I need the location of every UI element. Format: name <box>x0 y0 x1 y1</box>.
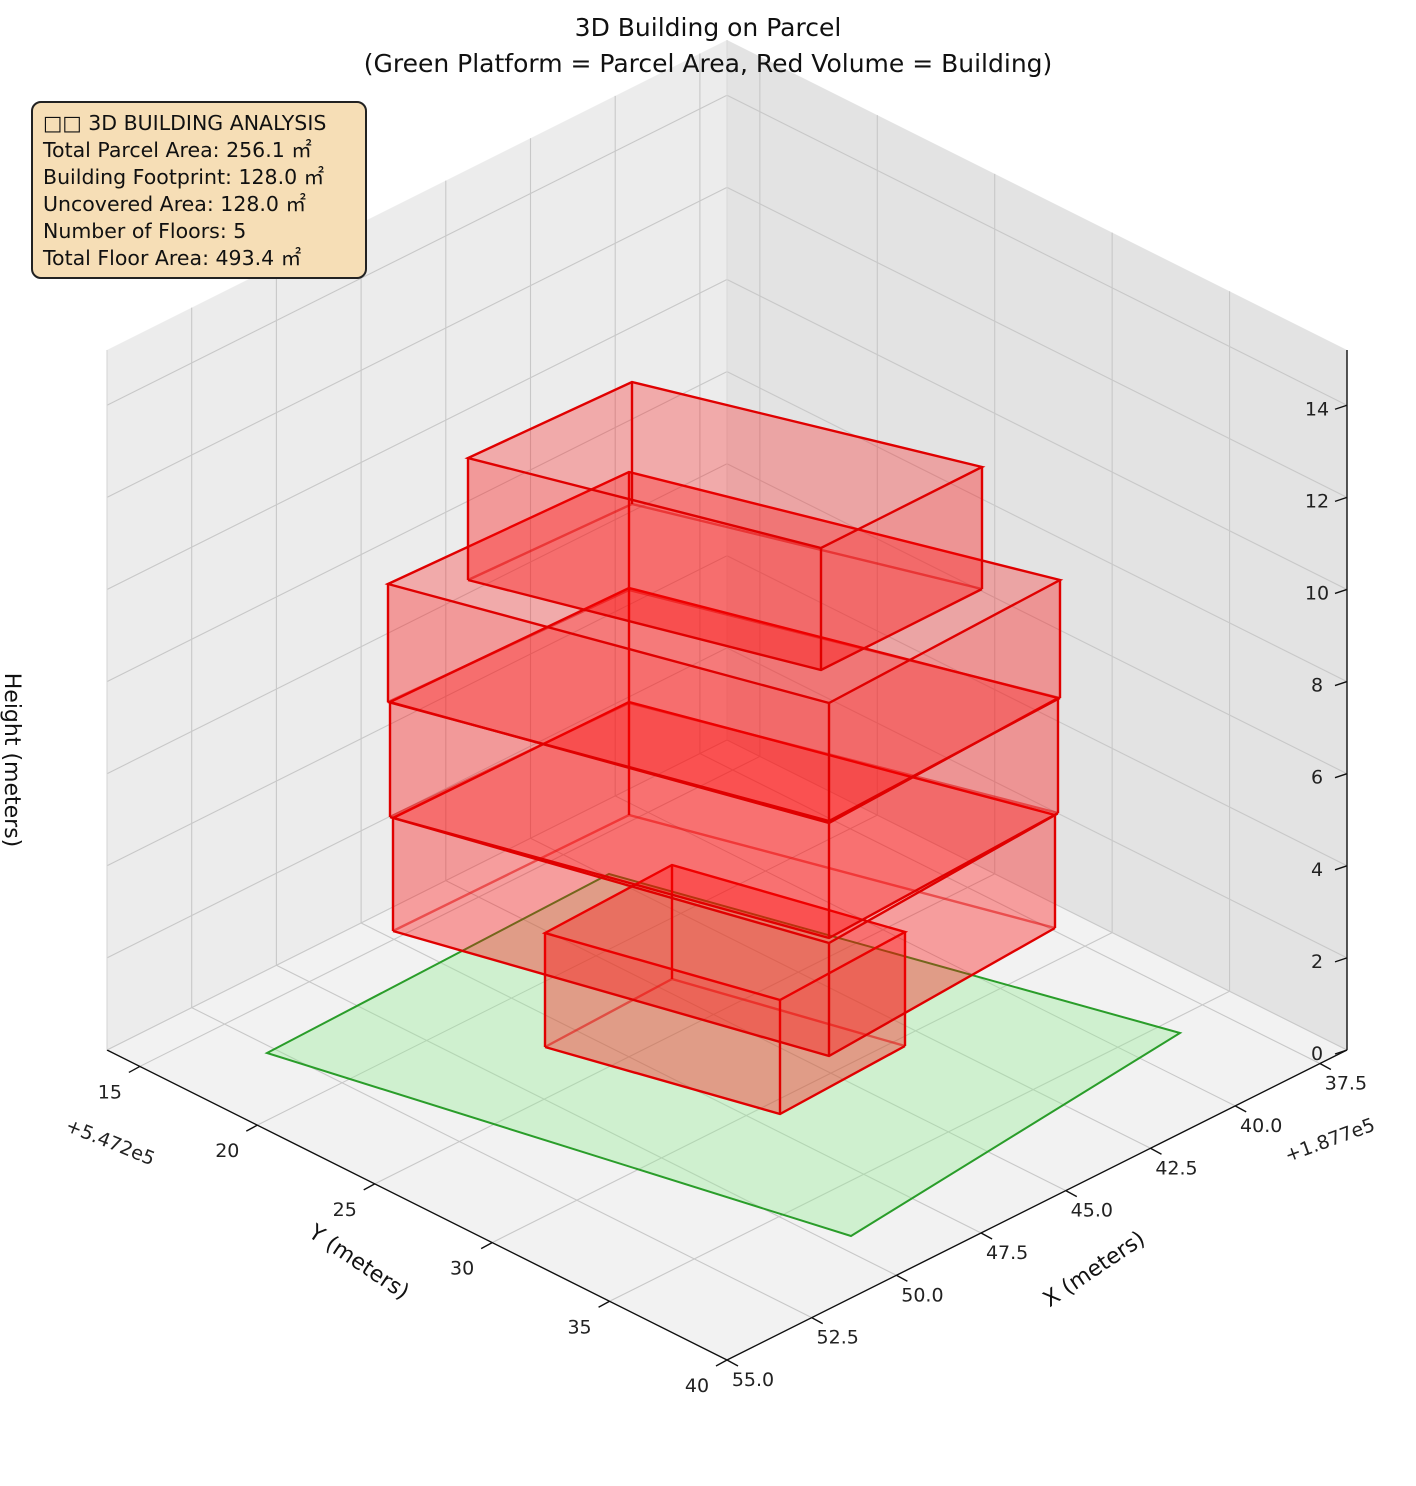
z-tick-label: 10 <box>1305 582 1329 604</box>
x-tick <box>1065 1189 1078 1198</box>
z-tick <box>1334 680 1348 687</box>
info-total-floor-area: Total Floor Area: 493.4 ㎡ <box>43 246 302 270</box>
floor-3-top-face <box>390 588 1058 823</box>
y-tick <box>480 1241 493 1250</box>
y-tick <box>245 1124 258 1132</box>
z-tick <box>1334 496 1348 503</box>
parcel-platform <box>264 872 1183 1238</box>
floor-3-left-face <box>390 702 829 938</box>
grid-x-floor <box>276 964 897 1276</box>
info-uncovered-area: Uncovered Area: 128.0 ㎡ <box>43 192 306 216</box>
floor-1-hidden-edge <box>544 977 906 1049</box>
parcel-layer <box>264 872 1183 1238</box>
x-tick-label: 45.0 <box>1071 1200 1113 1222</box>
y-tick-label: 40 <box>685 1375 709 1397</box>
back-left-pane <box>107 40 727 1050</box>
x-tick-label: 50.0 <box>901 1284 943 1306</box>
y-tick <box>363 1183 376 1191</box>
y-tick <box>128 1065 141 1074</box>
tick-labels: 37.540.042.545.047.550.052.555.015202530… <box>98 398 1367 1397</box>
z-axis-label: Height (meters) <box>0 673 24 848</box>
info-box: □□ 3D BUILDING ANALYSIS Total Parcel Are… <box>31 101 367 279</box>
z-tick-label: 8 <box>1311 675 1323 697</box>
grid-y-floor <box>491 932 1113 1244</box>
grid-y-floor <box>609 990 1230 1302</box>
chart-subtitle: (Green Platform = Parcel Area, Red Volum… <box>364 49 1053 78</box>
grid-x-floor <box>530 837 1151 1149</box>
z-tick <box>1334 957 1348 963</box>
x-tick <box>980 1232 993 1240</box>
y-axis-label: Y (meters) <box>303 1219 413 1305</box>
y-tick-label: 30 <box>450 1258 474 1280</box>
floor-4-right-face <box>829 580 1060 821</box>
x-tick <box>1234 1105 1247 1113</box>
axis-lines <box>106 40 1348 1361</box>
x-axis-line <box>106 1049 728 1361</box>
grid-x-floor <box>360 922 982 1234</box>
floor-4-top-face <box>388 472 1060 703</box>
z-tick-label: 14 <box>1305 398 1329 420</box>
grid-y-floor <box>374 873 995 1185</box>
x-tick-label: 37.5 <box>1325 1073 1367 1095</box>
z-tick <box>1334 773 1348 779</box>
info-parcel-area: Total Parcel Area: 256.1 ㎡ <box>43 138 312 162</box>
y-tick-label: 15 <box>98 1081 122 1103</box>
x-tick <box>811 1317 824 1325</box>
chart-title: 3D Building on Parcel <box>575 13 842 42</box>
floor-2-top-face <box>393 702 1055 943</box>
floor-5-left-face <box>468 458 821 670</box>
z-tick-label: 6 <box>1311 767 1323 789</box>
grid-x-floor <box>699 753 1321 1065</box>
building-layer <box>384 380 1064 1116</box>
grid-x-floor <box>614 795 1236 1107</box>
z-tick-label: 0 <box>1311 1043 1323 1065</box>
y-axis-line <box>726 1049 1348 1361</box>
floor-5-top-face <box>468 382 982 548</box>
x-tick <box>896 1274 908 1282</box>
y-offset-label: +5.472e5 <box>63 1115 158 1171</box>
z-tick <box>1334 1049 1348 1055</box>
info-building-footprint: Building Footprint: 128.0 ㎡ <box>43 165 325 189</box>
grid-lines <box>106 53 1348 1361</box>
tick-marks <box>128 404 1348 1367</box>
floor-5-hidden-edge <box>467 502 983 591</box>
x-tick-label: 52.5 <box>817 1327 859 1349</box>
grid-y-floor <box>139 755 761 1067</box>
back-right-pane <box>727 40 1347 1050</box>
floor-4-hidden-edge <box>387 588 1061 704</box>
grid-x-floor <box>191 1007 812 1319</box>
x-tick <box>1150 1147 1162 1155</box>
z-tick-label: 2 <box>1311 951 1323 973</box>
y-tick-label: 35 <box>567 1316 591 1338</box>
floor-2-right-face <box>829 815 1055 1056</box>
x-tick-label: 47.5 <box>986 1242 1028 1264</box>
z-tick <box>1334 404 1348 410</box>
x-tick-label: 55.0 <box>732 1369 774 1391</box>
x-tick-label: 42.5 <box>1155 1157 1197 1179</box>
z-tick-label: 4 <box>1311 859 1323 881</box>
floor-1-left-face <box>545 933 780 1114</box>
grid-y-floor <box>257 814 878 1126</box>
floor-3-right-face <box>829 698 1058 938</box>
floor-2-hidden-edge <box>392 813 1056 933</box>
x-offset-label: +1.877e5 <box>1282 1114 1378 1167</box>
info-floors: Number of Floors: 5 <box>43 219 247 243</box>
y-tick-label: 25 <box>333 1199 357 1221</box>
y-tick <box>598 1300 610 1308</box>
x-tick <box>726 1359 739 1367</box>
floor-1-top-face <box>545 865 905 1000</box>
info-heading: □□ 3D BUILDING ANALYSIS <box>43 111 327 135</box>
y-tick <box>715 1359 728 1367</box>
floor-1-right-face <box>780 932 905 1114</box>
y-tick-label: 20 <box>215 1140 239 1162</box>
x-axis-label: X (meters) <box>1039 1227 1150 1313</box>
z-tick-label: 12 <box>1305 490 1329 512</box>
z-tick <box>1334 588 1348 595</box>
floor-4-left-face <box>388 584 829 821</box>
x-tick-label: 40.0 <box>1240 1115 1282 1137</box>
x-tick <box>1319 1062 1332 1071</box>
z-tick <box>1334 865 1348 871</box>
